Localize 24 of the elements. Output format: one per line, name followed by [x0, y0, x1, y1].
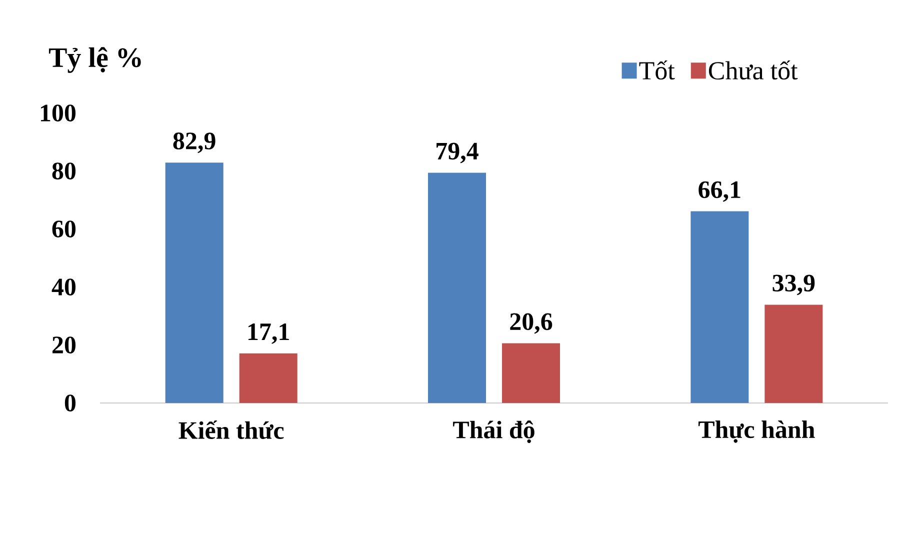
data-label: 79,4 — [436, 142, 478, 164]
x-tick-label: Kiến thức — [178, 420, 284, 440]
y-tick-label: 100 — [40, 104, 76, 122]
data-label: 66,1 — [698, 181, 740, 202]
bar — [690, 211, 749, 403]
bar — [428, 172, 486, 403]
x-tick-label: Thực hành — [698, 420, 815, 443]
x-tick-label: Thái độ — [453, 420, 534, 444]
bar — [764, 304, 823, 403]
y-tick-label: 40 — [52, 278, 76, 296]
y-axis-title: Tỷ lệ % — [48, 47, 141, 73]
legend-label: Tốt — [639, 60, 675, 80]
y-tick-label: 80 — [52, 162, 76, 180]
legend-label: Chưa tốt — [708, 60, 798, 80]
data-label: 33,9 — [772, 274, 815, 296]
bar — [165, 162, 224, 403]
data-label: 20,6 — [510, 313, 552, 334]
y-tick-label: 0 — [64, 394, 76, 412]
data-label: 82,9 — [173, 132, 216, 154]
y-tick-label: 60 — [52, 220, 76, 238]
bar — [502, 343, 560, 403]
data-label: 17,1 — [248, 324, 289, 344]
bar — [239, 353, 298, 403]
y-tick-label: 20 — [52, 336, 76, 354]
